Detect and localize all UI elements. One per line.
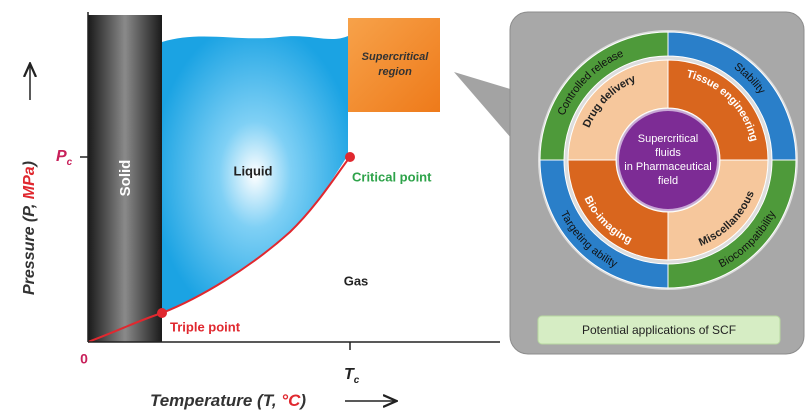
critical-point-marker bbox=[345, 152, 355, 162]
liquid-label: Liquid bbox=[234, 163, 273, 178]
pc-label: Pc bbox=[56, 148, 73, 167]
triple-point-label: Triple point bbox=[170, 319, 241, 334]
inner-segment bbox=[667, 59, 769, 161]
phase-boundary bbox=[87, 156, 351, 343]
label-part: , bbox=[21, 199, 38, 209]
center-label: field bbox=[658, 175, 678, 187]
label-part: Pressure ( bbox=[21, 215, 38, 295]
tc-symbol: T bbox=[344, 366, 355, 383]
outer-segment bbox=[539, 159, 669, 289]
inner-segment bbox=[667, 159, 769, 261]
label-part: P bbox=[21, 206, 38, 217]
label-part: T bbox=[263, 391, 275, 410]
label-part: ) bbox=[298, 391, 306, 410]
solid-region bbox=[88, 15, 162, 342]
liquid-region bbox=[162, 36, 348, 313]
triple-point-marker bbox=[157, 308, 167, 318]
solid-label: Solid bbox=[117, 160, 134, 197]
origin-label: 0 bbox=[80, 351, 88, 367]
tc-label: Tc bbox=[344, 366, 360, 385]
center-circle bbox=[617, 109, 719, 211]
label-part: MPa bbox=[21, 166, 38, 199]
supercritical-label: Supercritical bbox=[362, 51, 430, 63]
footer-box bbox=[537, 315, 781, 345]
pc-subscript: c bbox=[67, 157, 73, 168]
gas-label: Gas bbox=[344, 273, 369, 288]
center-label: Supercritical bbox=[638, 133, 699, 145]
label-part: Temperature ( bbox=[150, 391, 265, 410]
label-part: ) bbox=[21, 161, 38, 168]
supercritical-region bbox=[348, 18, 440, 112]
supercritical-label: region bbox=[378, 66, 412, 78]
phase-diagram: Solid Liquid Gas Supercritical region Cr… bbox=[21, 12, 500, 410]
footer-label: Potential applications of SCF bbox=[582, 323, 736, 337]
x-axis-label: Temperature (T, °C) bbox=[150, 391, 306, 410]
critical-point-label: Critical point bbox=[352, 169, 432, 184]
label-part: °C bbox=[281, 391, 301, 410]
tc-subscript: c bbox=[354, 375, 360, 386]
center-label: fluids bbox=[655, 147, 681, 159]
inner-segment bbox=[567, 59, 669, 161]
pc-symbol: P bbox=[56, 148, 67, 165]
y-axis-label: Pressure (P, MPa) bbox=[21, 161, 38, 295]
inner-segment bbox=[567, 159, 669, 261]
center-label: in Pharmaceutical bbox=[624, 161, 711, 173]
label-part: , bbox=[271, 391, 281, 410]
